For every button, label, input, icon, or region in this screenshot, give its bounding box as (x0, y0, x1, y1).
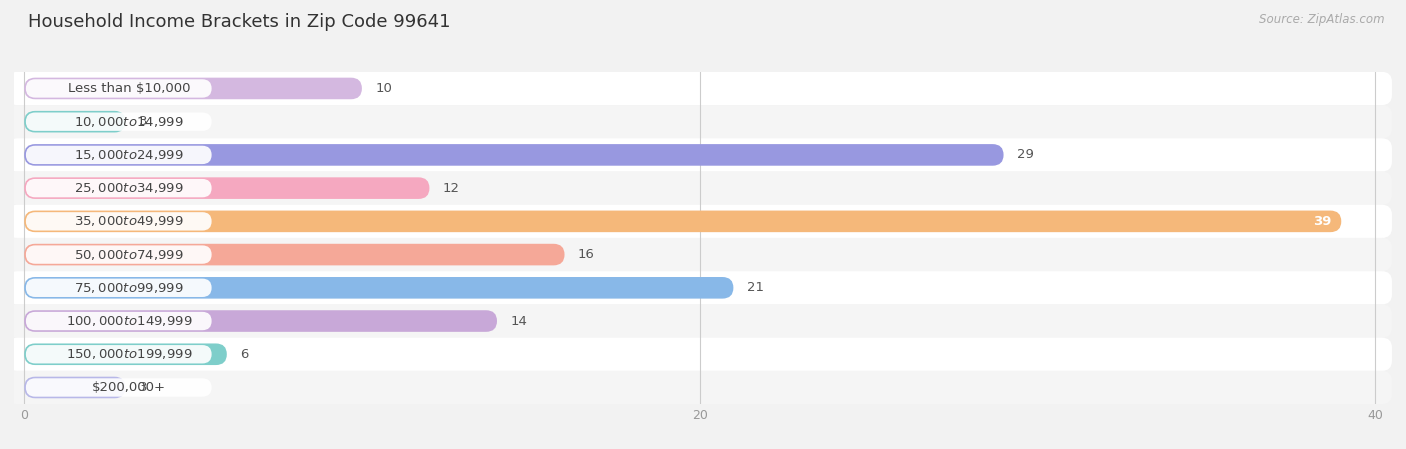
FancyBboxPatch shape (24, 211, 1341, 232)
Text: 21: 21 (747, 282, 763, 294)
FancyBboxPatch shape (7, 205, 1392, 238)
FancyBboxPatch shape (7, 238, 1392, 271)
Text: $150,000 to $199,999: $150,000 to $199,999 (66, 347, 193, 361)
FancyBboxPatch shape (24, 377, 125, 398)
Text: $25,000 to $34,999: $25,000 to $34,999 (75, 181, 184, 195)
FancyBboxPatch shape (7, 338, 1392, 371)
FancyBboxPatch shape (24, 310, 496, 332)
FancyBboxPatch shape (7, 72, 1392, 105)
Text: $200,000+: $200,000+ (91, 381, 166, 394)
Text: 16: 16 (578, 248, 595, 261)
Text: 29: 29 (1017, 149, 1033, 161)
FancyBboxPatch shape (25, 379, 212, 396)
FancyBboxPatch shape (7, 105, 1392, 138)
Text: 14: 14 (510, 315, 527, 327)
Text: 3: 3 (139, 381, 148, 394)
Text: 39: 39 (1313, 215, 1331, 228)
FancyBboxPatch shape (25, 279, 212, 297)
FancyBboxPatch shape (25, 312, 212, 330)
FancyBboxPatch shape (24, 177, 429, 199)
Text: Less than $10,000: Less than $10,000 (67, 82, 190, 95)
Text: $35,000 to $49,999: $35,000 to $49,999 (75, 214, 184, 229)
Text: $75,000 to $99,999: $75,000 to $99,999 (75, 281, 184, 295)
Text: Source: ZipAtlas.com: Source: ZipAtlas.com (1260, 13, 1385, 26)
Text: 3: 3 (139, 115, 148, 128)
FancyBboxPatch shape (24, 78, 361, 99)
Text: 12: 12 (443, 182, 460, 194)
FancyBboxPatch shape (7, 271, 1392, 304)
FancyBboxPatch shape (7, 172, 1392, 205)
Text: 6: 6 (240, 348, 249, 361)
FancyBboxPatch shape (24, 277, 734, 299)
Text: $15,000 to $24,999: $15,000 to $24,999 (75, 148, 184, 162)
Text: $10,000 to $14,999: $10,000 to $14,999 (75, 114, 184, 129)
FancyBboxPatch shape (24, 343, 226, 365)
FancyBboxPatch shape (25, 146, 212, 164)
FancyBboxPatch shape (25, 113, 212, 131)
FancyBboxPatch shape (25, 212, 212, 230)
FancyBboxPatch shape (24, 144, 1004, 166)
FancyBboxPatch shape (25, 246, 212, 264)
FancyBboxPatch shape (25, 345, 212, 363)
Text: Household Income Brackets in Zip Code 99641: Household Income Brackets in Zip Code 99… (28, 13, 450, 31)
FancyBboxPatch shape (7, 138, 1392, 172)
FancyBboxPatch shape (24, 244, 565, 265)
FancyBboxPatch shape (25, 79, 212, 97)
FancyBboxPatch shape (24, 111, 125, 132)
Text: 10: 10 (375, 82, 392, 95)
FancyBboxPatch shape (7, 371, 1392, 404)
FancyBboxPatch shape (25, 179, 212, 197)
Text: $50,000 to $74,999: $50,000 to $74,999 (75, 247, 184, 262)
Text: $100,000 to $149,999: $100,000 to $149,999 (66, 314, 193, 328)
FancyBboxPatch shape (7, 304, 1392, 338)
